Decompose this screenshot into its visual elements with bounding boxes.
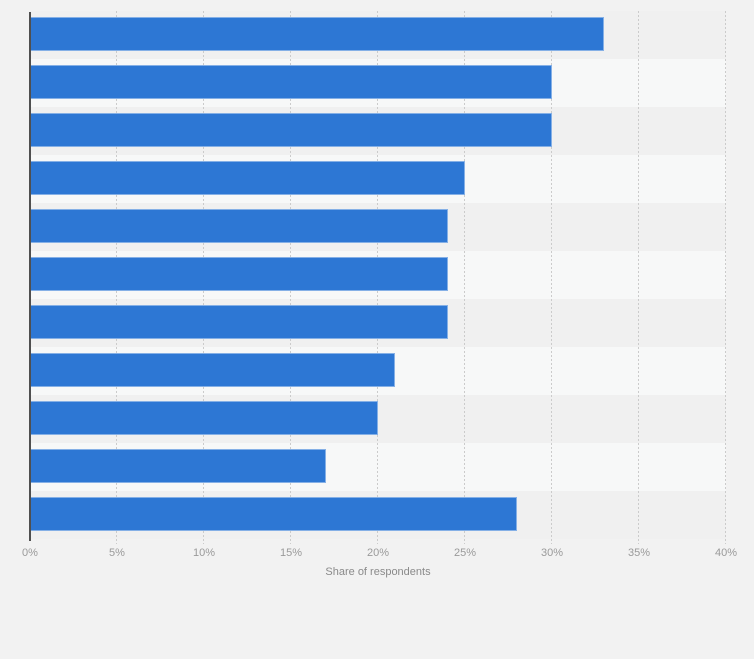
gridline <box>464 11 465 544</box>
bar[interactable] <box>30 65 552 99</box>
x-tick-label: 5% <box>109 547 125 559</box>
bar[interactable] <box>30 209 448 243</box>
bar[interactable] <box>30 113 552 147</box>
x-axis-title: Share of respondents <box>325 566 431 578</box>
gridline <box>638 11 639 544</box>
gridline <box>551 11 552 544</box>
x-tick-label: 15% <box>279 547 303 559</box>
x-tick-label: 0% <box>22 547 38 559</box>
x-tick-label: 20% <box>366 547 390 559</box>
x-tick-label: 35% <box>627 547 651 559</box>
bar[interactable] <box>30 161 465 195</box>
bar[interactable] <box>30 449 326 483</box>
bar[interactable] <box>30 17 605 51</box>
bar[interactable] <box>30 401 378 435</box>
bar[interactable] <box>30 353 396 387</box>
x-tick-label: 25% <box>453 547 477 559</box>
bar[interactable] <box>30 257 448 291</box>
x-tick-label: 10% <box>192 547 216 559</box>
y-axis-line <box>29 12 31 541</box>
plot-area <box>30 11 726 544</box>
bar[interactable] <box>30 305 448 339</box>
x-tick-label: 40% <box>714 547 738 559</box>
x-tick-label: 30% <box>540 547 564 559</box>
bar[interactable] <box>30 497 518 531</box>
gridline <box>725 11 726 544</box>
